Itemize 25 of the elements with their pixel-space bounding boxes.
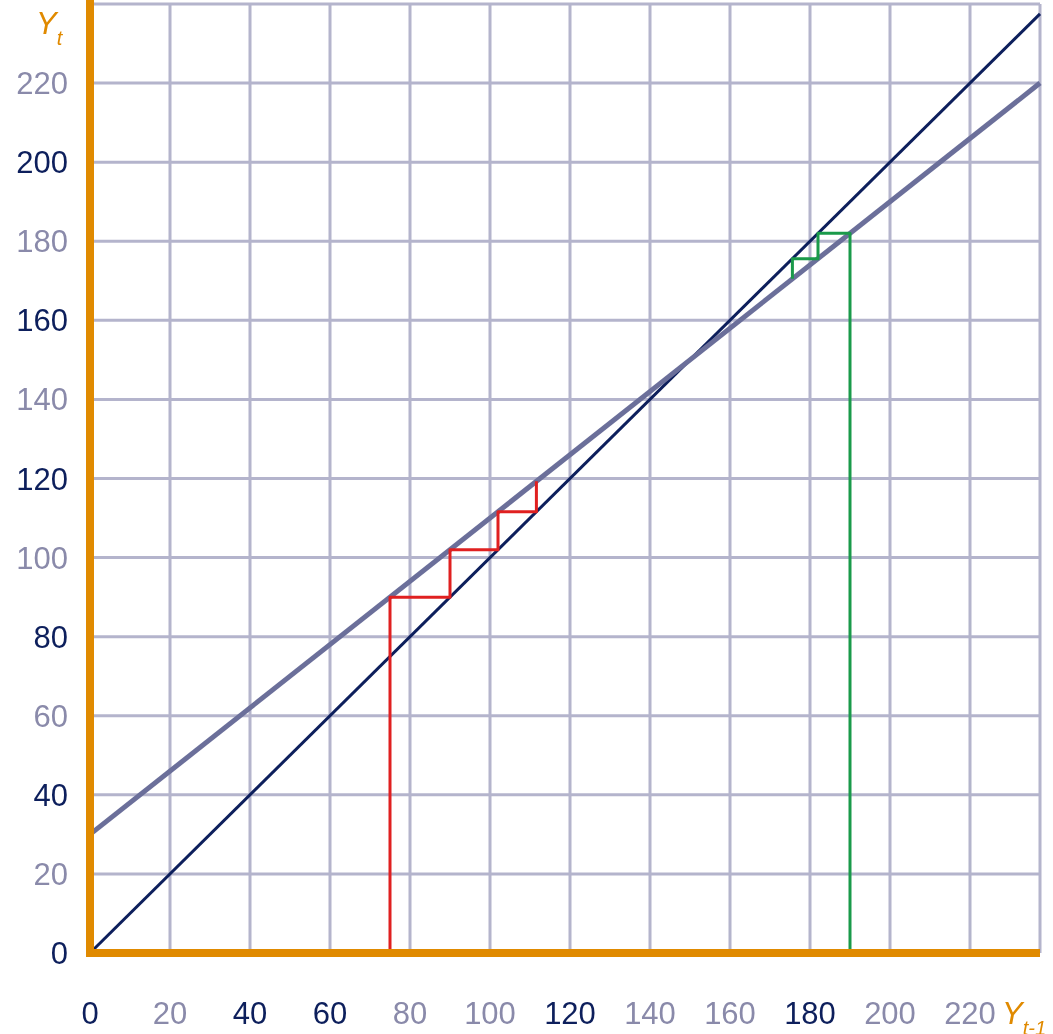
y-tick-label: 220 [16,66,68,102]
y-tick-label: 140 [16,382,68,418]
x-tick-label: 20 [152,996,188,1031]
y-tick-label: 160 [16,303,68,339]
y-tick-label: 180 [16,224,68,260]
y-tick-label: 0 [50,936,68,971]
x-tick-label: 220 [944,996,996,1031]
x-tick-label: 100 [464,996,516,1031]
x-tick-label: 40 [232,996,268,1031]
y-tick-label: 120 [16,461,68,497]
x-tick-label: 140 [624,996,676,1031]
y-tick-label: 60 [33,698,68,734]
y-tick-label: 80 [33,619,68,655]
x-tick-label: 60 [312,996,348,1031]
y-tick-label: 20 [33,856,68,892]
x-tick-label: 0 [81,996,99,1031]
y-tick-label: 200 [16,145,68,181]
y-tick-label: 40 [33,777,68,813]
x-tick-label: 180 [784,996,836,1031]
x-tick-label: 200 [864,996,916,1031]
x-tick-label: 120 [544,996,596,1031]
x-tick-label: 160 [704,996,756,1031]
x-tick-label: 80 [392,996,428,1031]
y-axis-title: Y$_{t}$ [36,6,64,49]
y-tick-label: 100 [16,540,68,576]
